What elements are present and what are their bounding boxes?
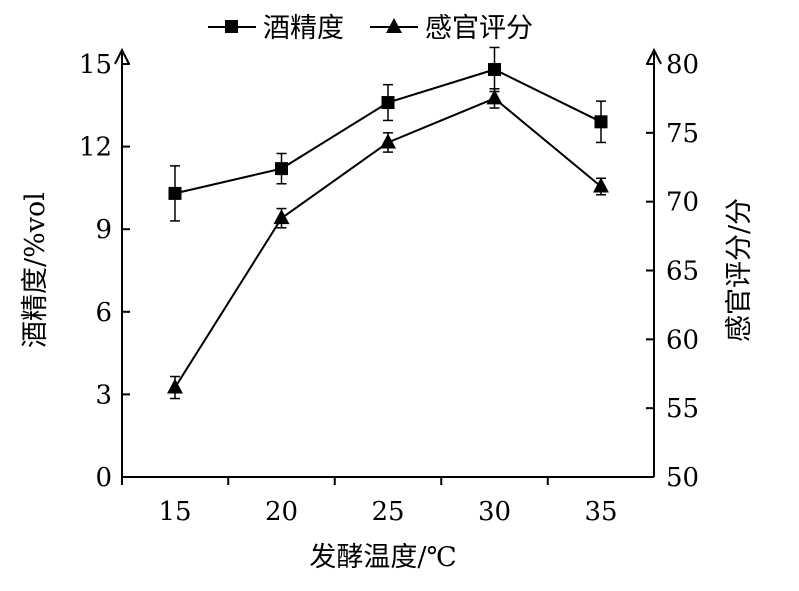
data-point-square [168,186,182,200]
right-y-tick-label: 55 [666,394,699,424]
legend-square-marker-icon [225,20,238,33]
left-y-tick-label: 3 [95,380,112,410]
data-point-triangle [380,133,396,149]
series-alcohol [168,46,608,222]
left-y-tick-label: 9 [95,215,112,245]
right-y-tick-label: 80 [666,50,699,80]
data-point-square [594,115,608,129]
series-layer [167,46,609,400]
data-point-square [488,63,501,77]
data-point-triangle [593,177,609,193]
data-point-triangle [167,378,183,394]
right-y-tick-label: 70 [666,188,699,218]
axes [114,47,662,478]
x-tick-label: 35 [584,497,617,527]
left-y-tick-label: 15 [79,50,112,80]
right-y-tick-label: 60 [666,325,699,355]
series-sensory [167,88,609,400]
data-point-triangle [273,209,290,225]
ticks: 0 3 6 9 12 15 50 55 60 65 70 75 80 15 20 25 30 35 [79,50,699,527]
right-y-tick-label: 50 [666,463,699,493]
legend: 酒精度 感官评分 [208,13,533,44]
right-y-axis-arrow-icon [646,47,662,65]
x-tick-label: 25 [371,497,404,527]
x-axis-label: 发酵温度/℃ [309,542,456,573]
left-y-axis-arrow-icon [114,47,130,65]
legend-label-alcohol: 酒精度 [263,13,344,44]
legend-item-alcohol: 酒精度 [208,13,344,44]
legend-label-sensory: 感官评分 [425,13,533,44]
left-y-tick-label: 12 [79,133,112,163]
data-point-square [381,96,395,110]
x-tick-label: 20 [265,497,298,527]
left-y-tick-label: 0 [95,463,112,493]
data-point-square [275,162,288,176]
data-point-triangle [486,89,503,105]
x-tick-label: 15 [158,497,191,527]
right-y-axis-label: 感官评分/分 [724,198,755,342]
left-y-axis-label: 酒精度/%vol [20,192,51,348]
left-y-tick-label: 6 [95,298,112,328]
right-y-tick-label: 65 [666,257,699,287]
legend-triangle-marker-icon [386,18,402,33]
legend-item-sensory: 感官评分 [370,13,533,44]
x-tick-label: 30 [478,497,511,527]
right-y-tick-label: 75 [666,119,699,149]
